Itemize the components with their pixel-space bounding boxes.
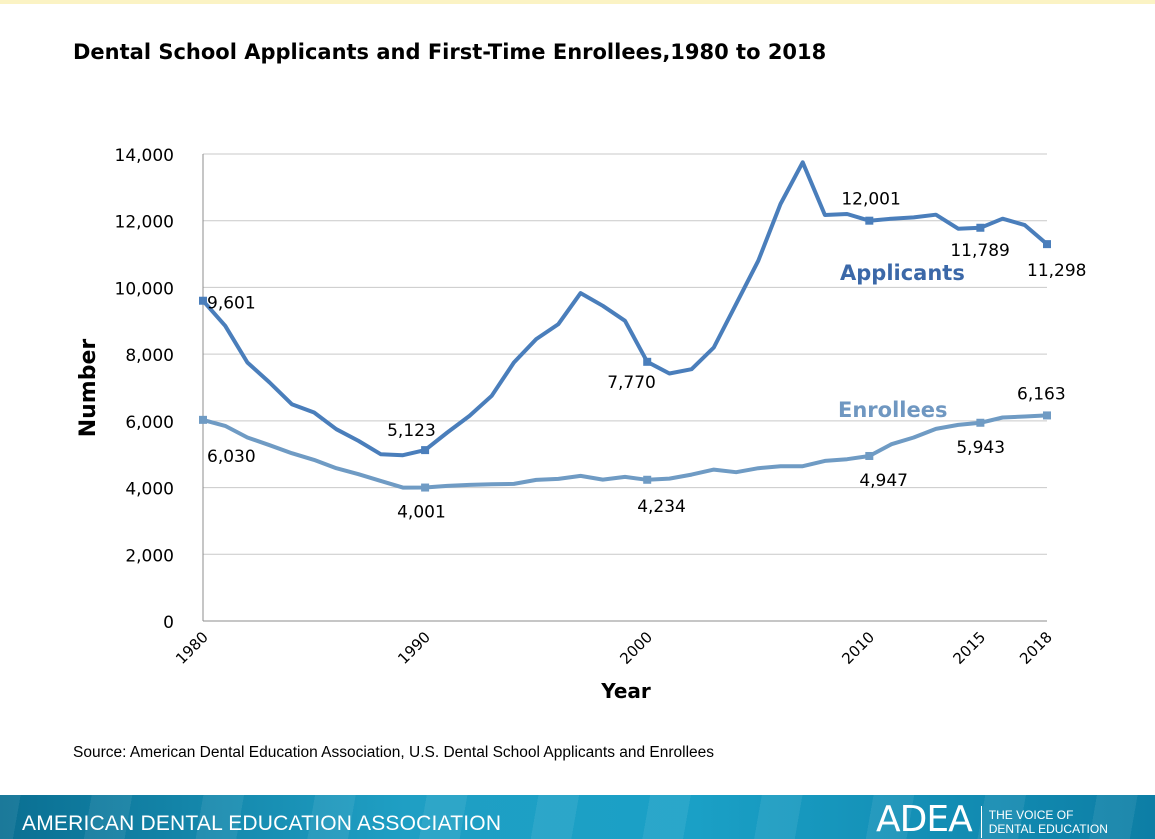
y-tick-label: 0	[163, 613, 174, 633]
data-marker-applicants	[421, 446, 430, 455]
x-tick-label: 1980	[172, 628, 212, 668]
data-marker-enrollees	[421, 483, 430, 492]
data-marker-applicants	[199, 296, 207, 305]
line-chart: 0 2,000 4,000 6,000 8,000 10,000 12,000 14,000 1…	[76, 146, 1086, 703]
y-axis-title: Number	[76, 339, 101, 438]
series-line-enrollees	[201, 413, 1049, 490]
top-strip	[0, 0, 1155, 4]
y-tick-label: 10,000	[115, 279, 174, 299]
y-tick-label: 12,000	[115, 213, 174, 233]
footer-wave-pattern	[0, 795, 1155, 839]
data-label-enrollees: 6,163	[1017, 384, 1066, 404]
data-label-applicants: 7,770	[607, 373, 656, 393]
logo-tagline: THE VOICE OF DENTAL EDUCATION	[989, 808, 1108, 836]
data-marker-applicants	[1043, 240, 1051, 249]
x-tick-label: 2018	[1016, 628, 1056, 668]
x-tick-label: 2010	[838, 628, 878, 668]
data-marker-enrollees	[976, 418, 985, 427]
logo-mark: ADEA	[876, 799, 973, 839]
organization-name: AMERICAN DENTAL EDUCATION ASSOCIATION	[22, 812, 502, 835]
y-tick-label: 6,000	[125, 413, 174, 433]
data-marker-enrollees	[643, 475, 652, 484]
series-label-applicants: Applicants	[840, 261, 965, 285]
data-label-applicants: 5,123	[387, 421, 436, 441]
data-marker-enrollees	[865, 451, 874, 460]
x-tick-label: 2000	[616, 628, 656, 668]
y-tick-label: 4,000	[125, 480, 174, 500]
tagline-line-1: THE VOICE OF	[988, 808, 1074, 822]
data-label-applicants: 11,789	[950, 241, 1009, 261]
series-label-enrollees: Enrollees	[838, 398, 947, 422]
series-line-applicants	[201, 160, 1049, 458]
data-marker-applicants	[643, 357, 652, 366]
data-marker-enrollees	[1043, 411, 1051, 420]
data-label-enrollees: 4,001	[397, 503, 446, 523]
data-label-applicants: 9,601	[207, 294, 256, 314]
source-note: Source: American Dental Education Associ…	[73, 744, 715, 761]
y-tick-label: 8,000	[125, 346, 174, 366]
x-tick-label: 2015	[949, 628, 989, 668]
tagline-line-2: DENTAL EDUCATION	[988, 822, 1108, 836]
data-label-enrollees: 6,030	[207, 447, 256, 467]
data-marker-applicants	[976, 223, 985, 232]
data-label-applicants: 11,298	[1027, 261, 1086, 281]
y-tick-label: 2,000	[125, 546, 174, 566]
data-label-enrollees: 4,234	[637, 497, 686, 517]
data-label-applicants: 12,001	[841, 190, 900, 210]
logo-divider	[980, 806, 982, 838]
y-tick-label: 14,000	[115, 146, 174, 166]
data-marker-applicants	[865, 216, 874, 225]
x-axis-title: Year	[600, 679, 651, 703]
adea-logo: ADEA THE VOICE OF DENTAL EDUCATION	[876, 802, 1108, 839]
data-label-enrollees: 4,947	[859, 471, 908, 491]
footer-banner: AMERICAN DENTAL EDUCATION ASSOCIATION AD…	[0, 795, 1155, 839]
chart-title: Dental School Applicants and First-Time …	[73, 40, 827, 64]
x-tick-label: 1990	[394, 628, 434, 668]
data-label-enrollees: 5,943	[956, 438, 1005, 458]
data-marker-enrollees	[199, 415, 207, 424]
